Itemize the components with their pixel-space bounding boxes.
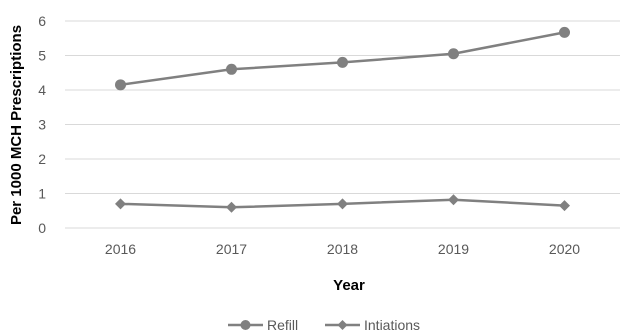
x-tick-label: 2018 [327,241,358,257]
legend-label-intiations: Intiations [364,317,420,333]
x-tick-label: 2017 [216,241,247,257]
x-axis-title: Year [333,277,365,294]
legend-item-intiations[interactable]: Intiations [325,317,420,333]
legend-marker-diamond [337,320,348,330]
x-tick-label: 2020 [549,241,580,257]
data-point[interactable] [115,79,126,91]
data-point[interactable] [448,194,459,206]
legend-marker-circle [240,320,251,330]
data-point[interactable] [337,56,348,68]
data-point[interactable] [559,26,570,38]
series-intiations [115,194,570,213]
data-point[interactable] [559,200,570,212]
y-axis-title: Per 1000 MCH Prescriptions [8,25,25,225]
y-tick-label: 6 [38,13,46,29]
legend: Refill Intiations [228,317,420,333]
y-tick-label: 0 [38,220,46,236]
series-refill [115,26,570,91]
y-tick-label: 1 [38,186,46,202]
y-tick-label: 3 [38,117,46,133]
series-group [115,26,570,213]
y-axis-ticks: 0 1 2 3 4 5 6 [38,13,46,236]
grid-lines [65,20,620,229]
data-point[interactable] [115,198,126,210]
x-axis-ticks: 2016 2017 2018 2019 2020 [105,241,580,257]
data-point[interactable] [226,201,237,213]
data-point[interactable] [448,48,459,60]
y-tick-label: 4 [38,82,46,98]
data-point[interactable] [337,198,348,210]
x-tick-label: 2019 [438,241,469,257]
y-tick-label: 2 [38,151,46,167]
data-point[interactable] [226,63,237,75]
x-tick-label: 2016 [105,241,136,257]
legend-item-refill[interactable]: Refill [228,317,298,333]
y-tick-label: 5 [38,48,46,64]
legend-label-refill: Refill [267,317,298,333]
